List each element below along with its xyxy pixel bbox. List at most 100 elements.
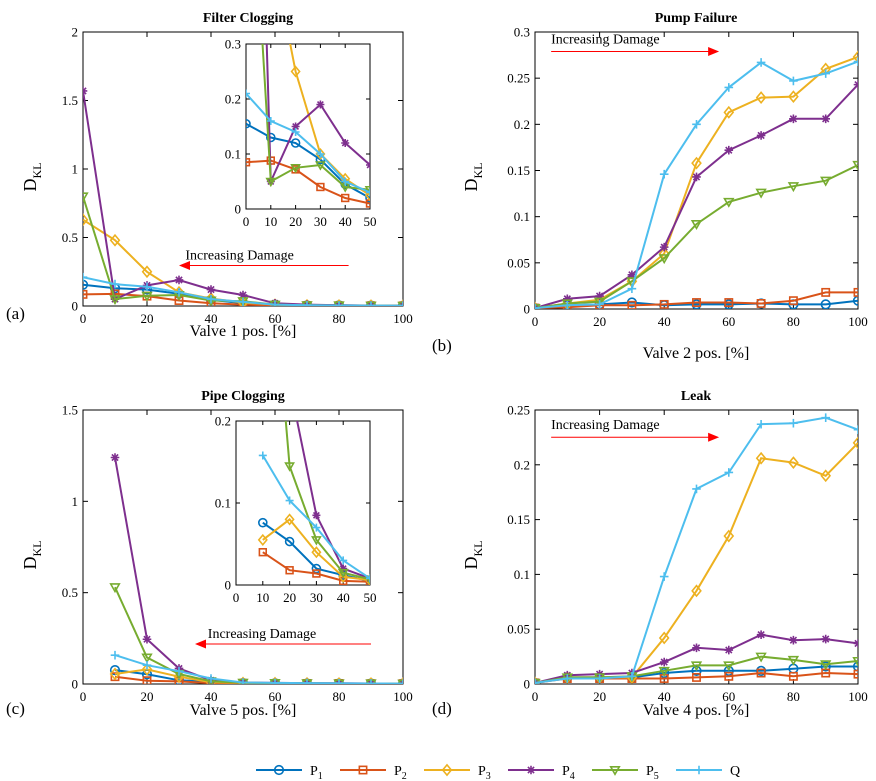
data-point-q — [238, 678, 248, 684]
data-point-p5 — [787, 182, 800, 193]
legend-label: P3 — [478, 764, 491, 781]
series-line-q — [535, 60, 858, 309]
data-point-p3 — [820, 469, 832, 483]
legend-item-p4: P4 — [508, 764, 575, 781]
series-line-p4 — [265, 44, 370, 182]
x-tick-label: 80 — [333, 689, 346, 704]
x-tick-label: 40 — [658, 689, 671, 704]
x-tick-label: 100 — [848, 314, 868, 329]
data-point-p5 — [723, 197, 735, 208]
data-point-p5 — [658, 254, 670, 265]
data-point-p4 — [339, 564, 348, 573]
data-point-p3 — [257, 533, 268, 546]
x-tick-label: 10 — [264, 214, 277, 229]
data-point-p5 — [820, 176, 832, 187]
x-tick-label: 80 — [787, 689, 800, 704]
series-line-p3 — [535, 55, 858, 309]
chart-title: Pump Failure — [655, 11, 738, 26]
data-point-p3 — [173, 285, 185, 299]
data-point-p3 — [755, 91, 767, 104]
y-tick-label: 0 — [225, 578, 232, 593]
data-point-q — [110, 650, 120, 660]
damage-arrow-head — [708, 47, 720, 57]
data-point-p2 — [724, 298, 734, 307]
series-line-p4 — [535, 83, 858, 309]
y-tick-label: 0 — [524, 302, 531, 317]
series-group — [535, 413, 858, 684]
data-point-p4 — [316, 100, 325, 109]
data-point-p4 — [821, 114, 830, 124]
data-point-p5 — [141, 653, 153, 664]
data-point-q — [316, 150, 325, 158]
series-line-p5 — [535, 164, 858, 309]
data-point-q — [83, 272, 88, 282]
data-point-q — [398, 679, 403, 684]
y-tick-label: 0.5 — [62, 585, 78, 600]
series-line-p2 — [262, 551, 370, 583]
chart-title: Leak — [681, 389, 712, 404]
x-tick-label: 0 — [243, 214, 250, 229]
data-point-p2 — [724, 671, 734, 681]
annotation-text: Increasing Damage — [551, 418, 659, 433]
x-tick-label: 20 — [141, 311, 154, 326]
data-point-p3 — [723, 529, 735, 543]
legend-label: P4 — [562, 764, 575, 781]
x-axis-label: Valve 5 pos. [%] — [190, 702, 297, 719]
y-tick-label: 0.1 — [514, 209, 530, 224]
data-point-p4 — [659, 657, 669, 667]
y-tick-label: 0.15 — [507, 512, 530, 527]
data-point-p4 — [174, 275, 184, 285]
data-point-p4 — [853, 639, 858, 648]
data-point-p1 — [290, 138, 301, 148]
data-point-q — [334, 678, 344, 684]
data-point-q — [821, 69, 830, 78]
y-tick-label: 0.5 — [62, 230, 78, 245]
data-point-p1 — [659, 667, 670, 679]
data-point-q — [724, 468, 734, 477]
data-point-p5 — [723, 661, 735, 672]
data-point-q — [692, 484, 701, 494]
x-tick-label: 0 — [80, 689, 87, 704]
data-point-q — [270, 300, 280, 306]
data-point-q — [312, 523, 321, 532]
data-point-q — [627, 672, 637, 681]
data-point-q — [756, 419, 766, 429]
chart-title: Filter Clogging — [203, 11, 293, 26]
data-point-p3 — [338, 570, 349, 583]
data-point-p5 — [337, 568, 349, 579]
x-tick-label: 80 — [787, 314, 800, 329]
data-point-p1 — [83, 279, 89, 290]
x-tick-label: 0 — [532, 314, 539, 329]
legend-marker — [273, 764, 285, 776]
data-point-p5 — [690, 220, 703, 230]
data-point-p4 — [724, 145, 734, 155]
y-tick-label: 0.1 — [215, 496, 231, 511]
x-tick-label: 10 — [256, 590, 269, 605]
data-point-p1 — [820, 299, 831, 309]
data-point-p4 — [692, 172, 701, 182]
data-point-p3 — [852, 436, 858, 450]
damage-arrow-head — [179, 261, 190, 271]
x-tick-label: 40 — [337, 590, 350, 605]
data-point-p1 — [246, 118, 251, 129]
data-point-q — [302, 301, 312, 306]
series-group — [246, 44, 370, 208]
data-point-q — [341, 177, 350, 186]
series-line-p5 — [284, 421, 370, 581]
x-tick-label: 80 — [333, 311, 346, 326]
y-tick-label: 0.05 — [507, 255, 530, 270]
data-point-p2 — [788, 296, 798, 306]
y-tick-label: 0.3 — [514, 25, 530, 40]
data-point-p1 — [852, 661, 858, 672]
data-point-p4 — [291, 122, 300, 131]
y-tick-label: 0.25 — [507, 71, 530, 86]
legend-marker — [358, 765, 368, 775]
x-tick-label: 60 — [722, 689, 735, 704]
data-point-q — [206, 674, 216, 683]
x-tick-label: 100 — [393, 689, 413, 704]
x-tick-label: 60 — [269, 311, 282, 326]
data-point-q — [692, 120, 701, 129]
series-group — [83, 86, 403, 306]
series-line-p2 — [535, 291, 858, 309]
data-point-q — [270, 678, 280, 684]
